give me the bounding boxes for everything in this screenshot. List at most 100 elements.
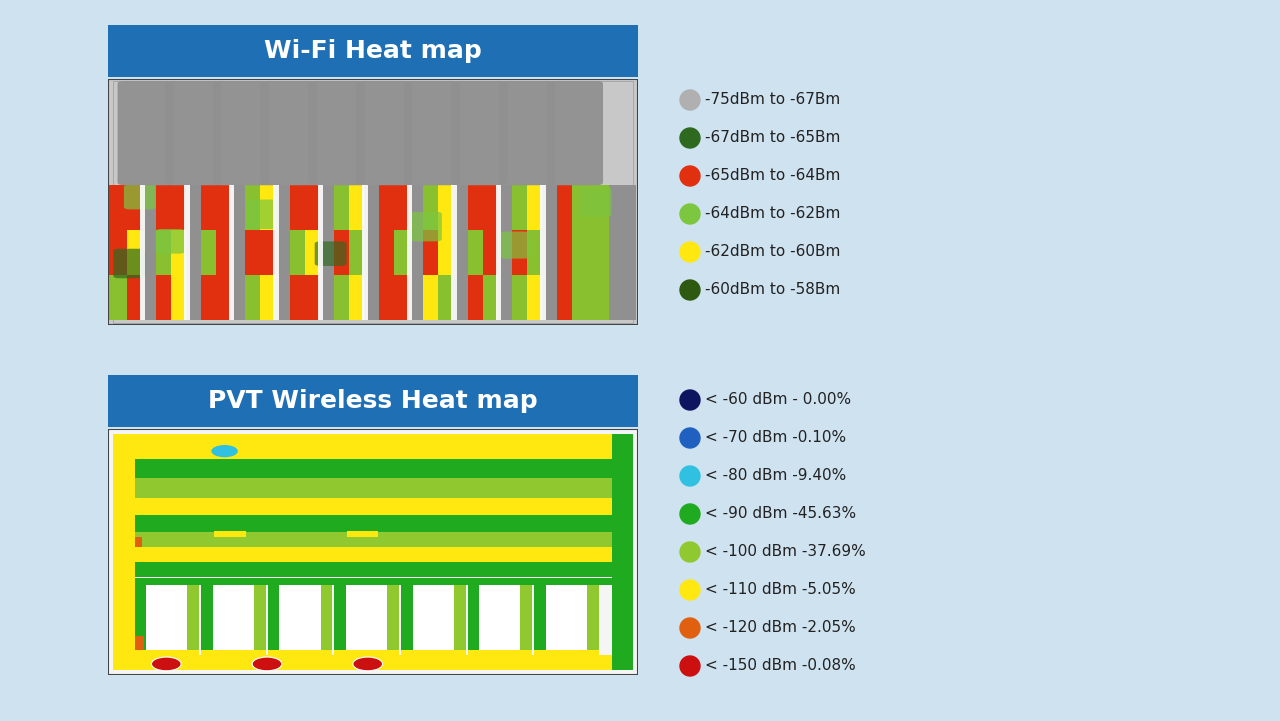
Bar (540, 185, 545, 320)
Bar (260, 275, 275, 320)
Bar (268, 650, 333, 655)
FancyBboxPatch shape (308, 81, 365, 185)
Bar (364, 185, 379, 230)
Bar (156, 275, 172, 320)
Text: < -150 dBm -0.08%: < -150 dBm -0.08% (705, 658, 856, 673)
Bar (498, 230, 512, 275)
Bar (320, 185, 334, 230)
FancyBboxPatch shape (452, 81, 508, 185)
Bar (274, 185, 279, 320)
Text: < -90 dBm -45.63%: < -90 dBm -45.63% (705, 506, 856, 521)
Bar (364, 230, 379, 275)
Text: -62dBm to -60Bm: -62dBm to -60Bm (705, 244, 841, 260)
FancyBboxPatch shape (212, 81, 269, 185)
Bar (215, 275, 230, 320)
Text: -65dBm to -64Bm: -65dBm to -64Bm (705, 169, 841, 184)
Circle shape (680, 242, 700, 262)
Bar (320, 230, 334, 275)
Bar (201, 230, 215, 275)
Bar (260, 185, 275, 230)
Bar (483, 185, 498, 230)
Bar (230, 275, 246, 320)
Bar (512, 275, 527, 320)
Bar (334, 582, 346, 655)
Bar (253, 582, 266, 655)
Bar (146, 582, 187, 650)
Bar (468, 230, 483, 275)
Bar (541, 230, 557, 275)
FancyBboxPatch shape (499, 81, 556, 185)
Text: < -110 dBm -5.05%: < -110 dBm -5.05% (705, 583, 856, 598)
Bar (412, 582, 454, 650)
Circle shape (680, 280, 700, 300)
Text: < -100 dBm -37.69%: < -100 dBm -37.69% (705, 544, 865, 559)
Bar (498, 275, 512, 320)
Bar (134, 636, 145, 650)
Bar (572, 230, 609, 275)
Bar (467, 582, 479, 655)
Circle shape (680, 428, 700, 448)
Bar (201, 275, 215, 320)
Bar (388, 582, 399, 655)
Circle shape (680, 128, 700, 148)
Bar (279, 582, 320, 650)
Bar (557, 185, 572, 230)
Bar (305, 230, 320, 275)
Bar (201, 650, 266, 655)
Bar (108, 185, 127, 230)
Bar (609, 185, 636, 230)
Bar (527, 185, 541, 230)
Bar (498, 185, 512, 230)
Bar (134, 478, 612, 498)
Text: -64dBm to -62Bm: -64dBm to -62Bm (705, 206, 841, 221)
Bar (453, 230, 468, 275)
FancyBboxPatch shape (124, 185, 156, 209)
FancyBboxPatch shape (114, 249, 145, 278)
Bar (401, 650, 466, 655)
Circle shape (680, 656, 700, 676)
Bar (453, 185, 468, 230)
Bar (612, 434, 632, 670)
Bar (588, 582, 599, 655)
Bar (141, 185, 156, 230)
Bar (275, 230, 289, 275)
Bar (424, 230, 438, 275)
FancyBboxPatch shape (156, 229, 184, 254)
Bar (362, 185, 367, 320)
Bar (483, 275, 498, 320)
Bar (346, 582, 388, 650)
Text: < -70 dBm -0.10%: < -70 dBm -0.10% (705, 430, 846, 446)
Bar (334, 275, 349, 320)
Bar (260, 230, 275, 275)
Bar (349, 275, 364, 320)
Bar (468, 185, 483, 230)
FancyBboxPatch shape (356, 81, 412, 185)
Bar (541, 185, 557, 230)
Bar (408, 185, 424, 230)
Bar (186, 185, 201, 230)
Bar (609, 230, 636, 275)
Circle shape (211, 445, 238, 457)
Circle shape (353, 657, 383, 671)
Bar (408, 230, 424, 275)
Circle shape (680, 166, 700, 186)
Bar (246, 230, 260, 275)
Bar (246, 275, 260, 320)
Bar (134, 532, 612, 547)
Bar (541, 275, 557, 320)
Bar (572, 185, 609, 230)
Bar (289, 185, 305, 230)
Text: PVT Wireless Heat map: PVT Wireless Heat map (209, 389, 538, 413)
Bar (214, 531, 246, 537)
Bar (347, 531, 379, 537)
Bar (424, 185, 438, 230)
Bar (114, 434, 134, 670)
Bar (215, 230, 230, 275)
Bar (172, 230, 186, 275)
Bar (394, 185, 408, 230)
Bar (184, 185, 189, 320)
Bar (557, 275, 572, 320)
Bar (289, 230, 305, 275)
Bar (134, 562, 612, 577)
Bar (394, 275, 408, 320)
